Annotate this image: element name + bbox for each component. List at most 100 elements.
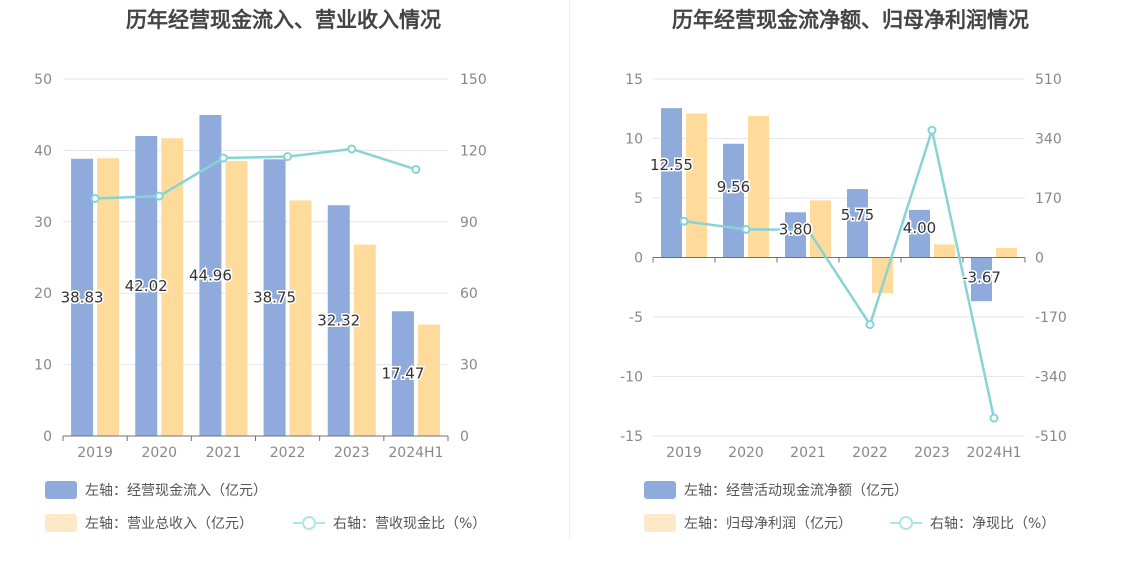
legend-swatch-bar-primary <box>644 481 676 499</box>
x-axis-tick-label: 2022 <box>852 445 888 461</box>
x-axis-tick-label: 2023 <box>914 445 950 461</box>
chart-title: 历年经营现金流入、营业收入情况 <box>126 8 441 32</box>
left-axis-tick-label: 0 <box>43 429 52 445</box>
left-axis-tick-label: -10 <box>620 370 643 386</box>
left-axis-tick-label: -5 <box>629 310 643 326</box>
legend-line-circle-icon <box>293 514 325 532</box>
line-point <box>989 413 999 423</box>
chart-title: 历年经营现金流净额、归母净利润情况 <box>672 8 1029 32</box>
bar-data-label: 9.56 <box>717 178 750 196</box>
bar-data-label: 38.83 <box>61 288 104 306</box>
legend-label: 左轴：经营现金流入（亿元） <box>85 483 267 499</box>
right-axis-tick-label: 340 <box>1035 132 1062 148</box>
legend-label: 左轴：归母净利润（亿元） <box>684 516 852 532</box>
line-point <box>347 144 357 154</box>
bar-secondary <box>748 115 769 258</box>
left-axis-tick-label: 50 <box>34 72 52 88</box>
bar-primary <box>135 135 158 436</box>
legend-item-cash-inflow[interactable]: 左轴：经营现金流入（亿元） <box>45 480 267 500</box>
right-axis-tick-label: -510 <box>1035 429 1067 445</box>
bar-primary <box>199 114 222 437</box>
line-point <box>218 153 228 163</box>
legend-item-net-profit[interactable]: 左轴：归母净利润（亿元） <box>644 513 852 533</box>
legend-swatch-bar-secondary <box>644 514 676 532</box>
left-axis-tick-label: 0 <box>634 251 643 267</box>
left-axis-tick-label: 10 <box>34 358 52 374</box>
chart-panel-left: 历年经营现金流入、营业收入情况 0 0 10 30 20 60 30 90 40 120 50 150… <box>34 8 487 533</box>
bar-data-label: 42.02 <box>125 277 168 295</box>
line-point <box>90 193 100 203</box>
bar-secondary <box>810 200 831 258</box>
bar-secondary <box>289 200 312 436</box>
line-point <box>741 224 751 234</box>
bar-secondary <box>417 324 440 436</box>
legend-item-net-cash-ratio[interactable]: 右轴：净现比（%） <box>890 513 1055 533</box>
bar-secondary <box>353 244 376 436</box>
line-point <box>679 216 689 226</box>
right-axis-tick-label: 0 <box>1035 251 1044 267</box>
left-axis-tick-label: 10 <box>625 132 643 148</box>
legend-label: 右轴：净现比（%） <box>930 516 1056 532</box>
x-axis-tick-label: 2024H1 <box>966 445 1021 461</box>
bar-primary <box>661 108 682 258</box>
bar-data-label: -3.67 <box>962 269 1001 287</box>
x-axis-tick-label: 2020 <box>728 445 764 461</box>
bar-data-label: 12.55 <box>650 156 693 174</box>
bar-secondary <box>97 158 120 436</box>
bar-secondary <box>996 247 1017 258</box>
bar-data-label: 3.80 <box>779 220 812 238</box>
legend-label: 左轴：营业总收入（亿元） <box>85 516 253 532</box>
right-axis-tick-label: -170 <box>1035 310 1067 326</box>
bar-primary <box>847 189 868 258</box>
bar-primary <box>263 159 286 436</box>
right-axis-tick-label: 0 <box>460 429 469 445</box>
right-axis-tick-label: 510 <box>1035 72 1062 88</box>
legend-label: 右轴：营收现金比（%） <box>333 516 487 532</box>
bar-secondary <box>225 161 248 437</box>
line-point <box>927 125 937 135</box>
right-axis-tick-label: -340 <box>1035 370 1067 386</box>
bar-secondary <box>161 138 184 436</box>
legend-line-circle-icon <box>890 514 922 532</box>
legend-label: 左轴：经营活动现金流净额（亿元） <box>684 483 908 499</box>
line-series <box>683 125 996 419</box>
bar-data-label: 17.47 <box>381 365 424 383</box>
left-axis-tick-label: 5 <box>634 191 643 207</box>
x-axis-tick-label: 2019 <box>666 445 702 461</box>
line-point <box>154 191 164 201</box>
bar-primary <box>391 311 414 436</box>
chart-plot-area: -15 -510 -10 -340 -5 -170 0 0 5 170 10 340 15 510 2019… <box>620 72 1067 461</box>
left-axis-tick-label: 20 <box>34 286 52 302</box>
legend-swatch-bar-primary <box>45 481 77 499</box>
x-axis-tick-label: 2024H1 <box>388 445 443 461</box>
bar-primary <box>909 209 930 258</box>
line-point <box>803 225 813 235</box>
line-point <box>411 164 421 174</box>
x-axis-tick-label: 2021 <box>790 445 826 461</box>
bar-data-label: 38.75 <box>253 289 296 307</box>
panel-divider <box>569 0 570 540</box>
legend-item-ratio[interactable]: 右轴：营收现金比（%） <box>293 513 486 533</box>
legend-item-revenue[interactable]: 左轴：营业总收入（亿元） <box>45 513 253 533</box>
legend-swatch-bar-secondary <box>45 514 77 532</box>
line-point <box>865 320 875 330</box>
bar-primary <box>971 257 992 302</box>
bar-primary <box>785 212 806 258</box>
chart-plot-area: 0 0 10 30 20 60 30 90 40 120 50 150 2019 2020 2021 2022… <box>34 72 487 461</box>
bar-data-label: 4.00 <box>903 219 936 237</box>
bar-primary <box>723 143 744 258</box>
left-axis-tick-label: -15 <box>620 429 643 445</box>
legend-item-net-cash-flow[interactable]: 左轴：经营活动现金流净额（亿元） <box>644 480 908 500</box>
x-axis-tick-label: 2019 <box>77 445 113 461</box>
line-point <box>283 152 293 162</box>
bar-data-label: 44.96 <box>189 266 232 284</box>
chart-panel-right: 历年经营现金流净额、归母净利润情况 -15 -510 -10 -340 -5 -170 0 0… <box>567 0 1134 582</box>
x-axis-tick-label: 2021 <box>206 445 242 461</box>
line-series <box>95 147 417 200</box>
bar-secondary <box>934 244 955 258</box>
x-axis-tick-label: 2020 <box>141 445 177 461</box>
left-axis-tick-label: 15 <box>625 72 643 88</box>
right-axis-tick-label: 60 <box>460 286 478 302</box>
left-axis-tick-label: 30 <box>34 215 52 231</box>
right-axis-tick-label: 150 <box>460 72 487 88</box>
